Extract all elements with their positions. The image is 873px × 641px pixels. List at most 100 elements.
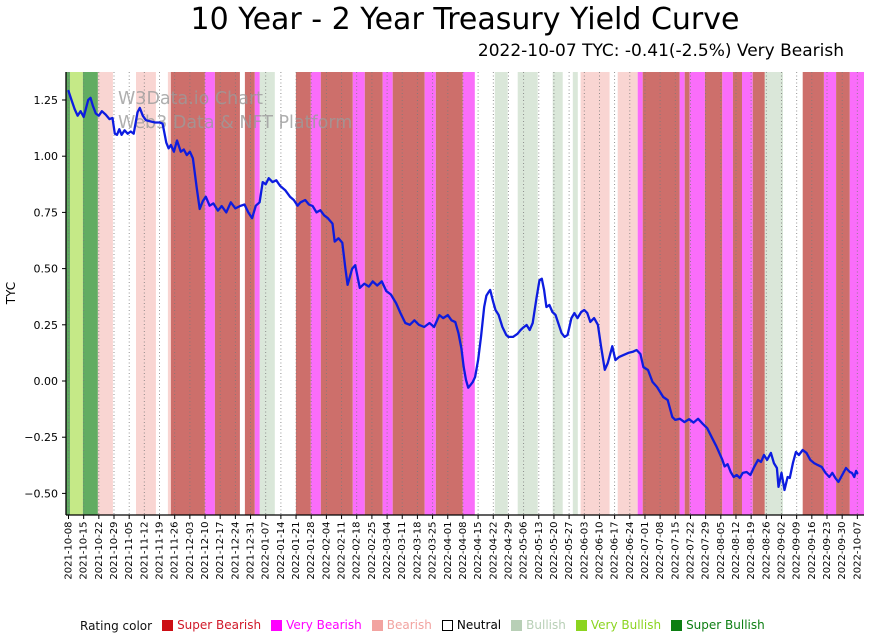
legend-label: Bearish — [386, 618, 432, 633]
rating-band-very_bearish — [679, 72, 685, 515]
rating-band-very_bearish — [824, 72, 837, 515]
rating-band-very_bearish — [462, 72, 475, 515]
x-tick-label: 2021-10-22 — [94, 522, 105, 580]
legend-label: Super Bullish — [686, 618, 765, 633]
rating-band-super_bearish — [802, 72, 824, 515]
x-tick-label: 2022-10-07 — [852, 522, 863, 580]
x-tick-label: 2022-06-10 — [595, 522, 606, 580]
watermark-line2: Web3 Data & NFT Platform — [118, 113, 352, 133]
rating-band-very_bearish — [637, 72, 643, 515]
x-tick-label: 2021-12-31 — [246, 522, 257, 580]
x-tick-label: 2022-01-28 — [306, 522, 317, 580]
x-tick-label: 2022-09-16 — [807, 522, 818, 580]
x-tick-label: 2022-08-19 — [746, 522, 757, 580]
gridlines — [68, 72, 858, 515]
axes-spines — [65, 72, 864, 516]
x-tick-label: 2022-02-04 — [321, 522, 332, 580]
x-tick-label: 2021-10-08 — [64, 522, 75, 580]
x-tick-label: 2022-01-21 — [291, 522, 302, 580]
legend-label: Super Bearish — [177, 618, 262, 633]
x-tick-label: 2022-07-29 — [701, 522, 712, 580]
legend-swatch-neutral — [441, 619, 453, 631]
rating-legend: Rating color Super Bearish Very Bearish Be… — [80, 618, 775, 634]
y-tick-label: 0.75 — [34, 206, 59, 219]
rating-band-very_bearish — [689, 72, 705, 515]
x-tick-label: 2022-03-11 — [397, 522, 408, 580]
x-tick-label: 2022-07-01 — [640, 522, 651, 580]
x-tick-label: 2022-08-05 — [716, 522, 727, 580]
rating-band-super_bearish — [320, 72, 353, 515]
x-axis: 2021-10-08 2021-10-15 2021-10-22 2021-10-29… — [64, 515, 863, 580]
x-tick-label: 2022-05-27 — [564, 522, 575, 580]
legend-title: Rating color — [80, 619, 153, 633]
x-tick-label: 2022-06-24 — [625, 522, 636, 580]
rating-band-very_bearish — [722, 72, 733, 515]
legend-label: Neutral — [456, 618, 502, 633]
x-tick-label: 2022-02-11 — [337, 522, 348, 580]
rating-band-bearish — [167, 72, 171, 515]
x-tick-label: 2022-09-30 — [837, 522, 848, 580]
rating-band-super_bearish — [214, 72, 240, 515]
rating-band-super_bearish — [684, 72, 690, 515]
y-tick-label: 1.25 — [34, 94, 59, 107]
y-tick-label: −0.25 — [24, 431, 58, 444]
tyc-line — [67, 89, 859, 492]
x-tick-label: 2022-05-20 — [549, 522, 560, 580]
rating-band-bullish — [517, 72, 538, 515]
rating-band-bullish — [572, 72, 578, 515]
rating-band-very_bearish — [204, 72, 215, 515]
x-tick-label: 2022-04-15 — [473, 522, 484, 580]
rating-band-super_bearish — [732, 72, 742, 515]
x-tick-label: 2022-06-17 — [610, 522, 621, 580]
rating-band-super_bearish — [642, 72, 680, 515]
rating-band-super_bearish — [170, 72, 205, 515]
rating-band-super_bearish — [364, 72, 383, 515]
x-tick-label: 2022-09-23 — [822, 522, 833, 580]
x-tick-label: 2021-11-26 — [170, 522, 181, 580]
x-tick-label: 2022-04-29 — [503, 522, 514, 580]
x-tick-label: 2022-08-12 — [731, 522, 742, 580]
rating-band-super_bullish — [66, 72, 70, 515]
rating-band-super_bearish — [435, 72, 463, 515]
rating-band-very_bearish — [254, 72, 260, 515]
x-tick-label: 2022-04-08 — [458, 522, 469, 580]
rating-bands — [66, 72, 864, 515]
legend-item-very_bearish: Very Bearish — [271, 618, 362, 632]
x-tick-label: 2022-03-25 — [428, 522, 439, 580]
x-tick-label: 2022-01-14 — [276, 522, 287, 580]
rating-band-very_bearish — [310, 72, 321, 515]
y-tick-label: −0.50 — [24, 487, 58, 500]
legend-item-super_bullish: Super Bullish — [671, 618, 765, 632]
x-tick-label: 2022-03-18 — [412, 522, 423, 580]
x-tick-label: 2022-06-03 — [579, 522, 590, 580]
legend-items: Super Bearish Very Bearish Bearish Neutral B… — [162, 618, 775, 634]
watermark: W3Data.io Chart Web3 Data & NFT Platform — [118, 89, 352, 133]
legend-swatch-very_bearish — [271, 619, 283, 631]
rating-band-super_bearish — [244, 72, 255, 515]
rating-band-bullish — [259, 72, 275, 515]
y-axis: 1.25 1.00 0.75 0.50 0.25 0.00 −0.25 −0.50 — [24, 94, 66, 500]
rating-band-very_bearish — [352, 72, 365, 515]
legend-swatch-super_bullish — [671, 619, 683, 631]
chart-subtitle: 2022-10-07 TYC: -0.41(-2.5%) Very Bearis… — [477, 41, 844, 61]
y-tick-label: 1.00 — [34, 150, 59, 163]
rating-band-very_bullish — [70, 72, 83, 515]
legend-item-super_bearish: Super Bearish — [162, 618, 261, 632]
rating-band-very_bearish — [742, 72, 753, 515]
x-tick-label: 2022-05-13 — [534, 522, 545, 580]
x-tick-label: 2022-04-22 — [488, 522, 499, 580]
x-tick-label: 2022-09-09 — [792, 522, 803, 580]
rating-band-super_bearish — [704, 72, 723, 515]
chart-title: 10 Year - 2 Year Treasury Yield Curve — [190, 2, 740, 37]
x-tick-label: 2021-10-29 — [109, 522, 120, 580]
rating-band-super_bearish — [392, 72, 425, 515]
rating-band-bullish — [494, 72, 508, 515]
legend-item-very_bullish: Very Bullish — [575, 618, 661, 632]
x-tick-label: 2022-02-18 — [352, 522, 363, 580]
y-tick-label: 0.00 — [34, 375, 59, 388]
x-tick-label: 2021-12-10 — [200, 522, 211, 580]
x-tick-label: 2021-10-15 — [79, 522, 90, 580]
x-tick-label: 2022-08-26 — [761, 522, 772, 580]
watermark-line1: W3Data.io Chart — [118, 89, 263, 109]
